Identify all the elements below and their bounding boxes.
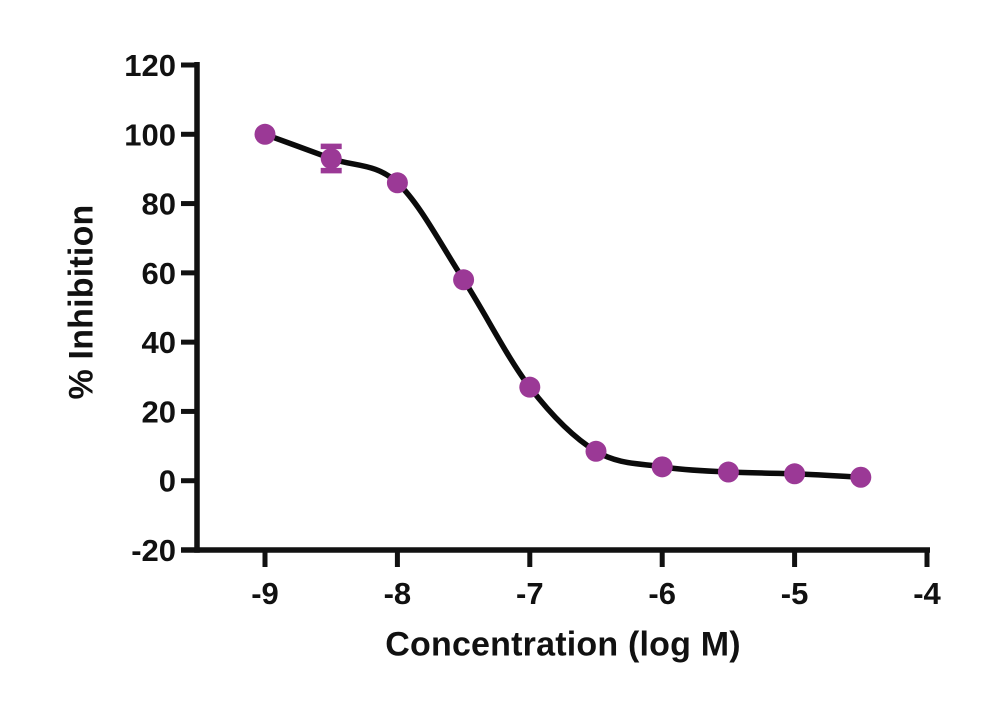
y-tick-label: 40 <box>142 325 176 360</box>
y-tick-label: 100 <box>124 117 176 152</box>
y-tick-label: 60 <box>142 256 176 291</box>
x-tick-label: -4 <box>913 576 941 611</box>
data-point <box>651 456 673 478</box>
data-point <box>717 461 739 483</box>
data-point <box>320 148 342 170</box>
fit-curve <box>262 131 864 480</box>
data-point <box>784 463 806 485</box>
y-tick-label: 80 <box>142 187 176 222</box>
data-point <box>585 440 607 462</box>
x-tick-label: -7 <box>516 576 544 611</box>
y-tick-label: 20 <box>142 394 176 429</box>
x-tick-label: -8 <box>384 576 412 611</box>
y-axis-title: % Inhibition <box>62 204 101 400</box>
y-tick-label: 120 <box>124 48 176 83</box>
data-point <box>850 466 872 488</box>
x-tick-label: -6 <box>648 576 676 611</box>
data-point <box>519 376 541 398</box>
x-axis-title: Concentration (log M) <box>385 625 741 664</box>
data-point <box>386 172 408 194</box>
y-tick-label: -20 <box>131 533 176 568</box>
y-tick-label: 0 <box>159 464 176 499</box>
data-point <box>453 269 475 291</box>
x-tick-label: -9 <box>251 576 279 611</box>
data-point <box>254 123 276 145</box>
x-tick-label: -5 <box>781 576 809 611</box>
